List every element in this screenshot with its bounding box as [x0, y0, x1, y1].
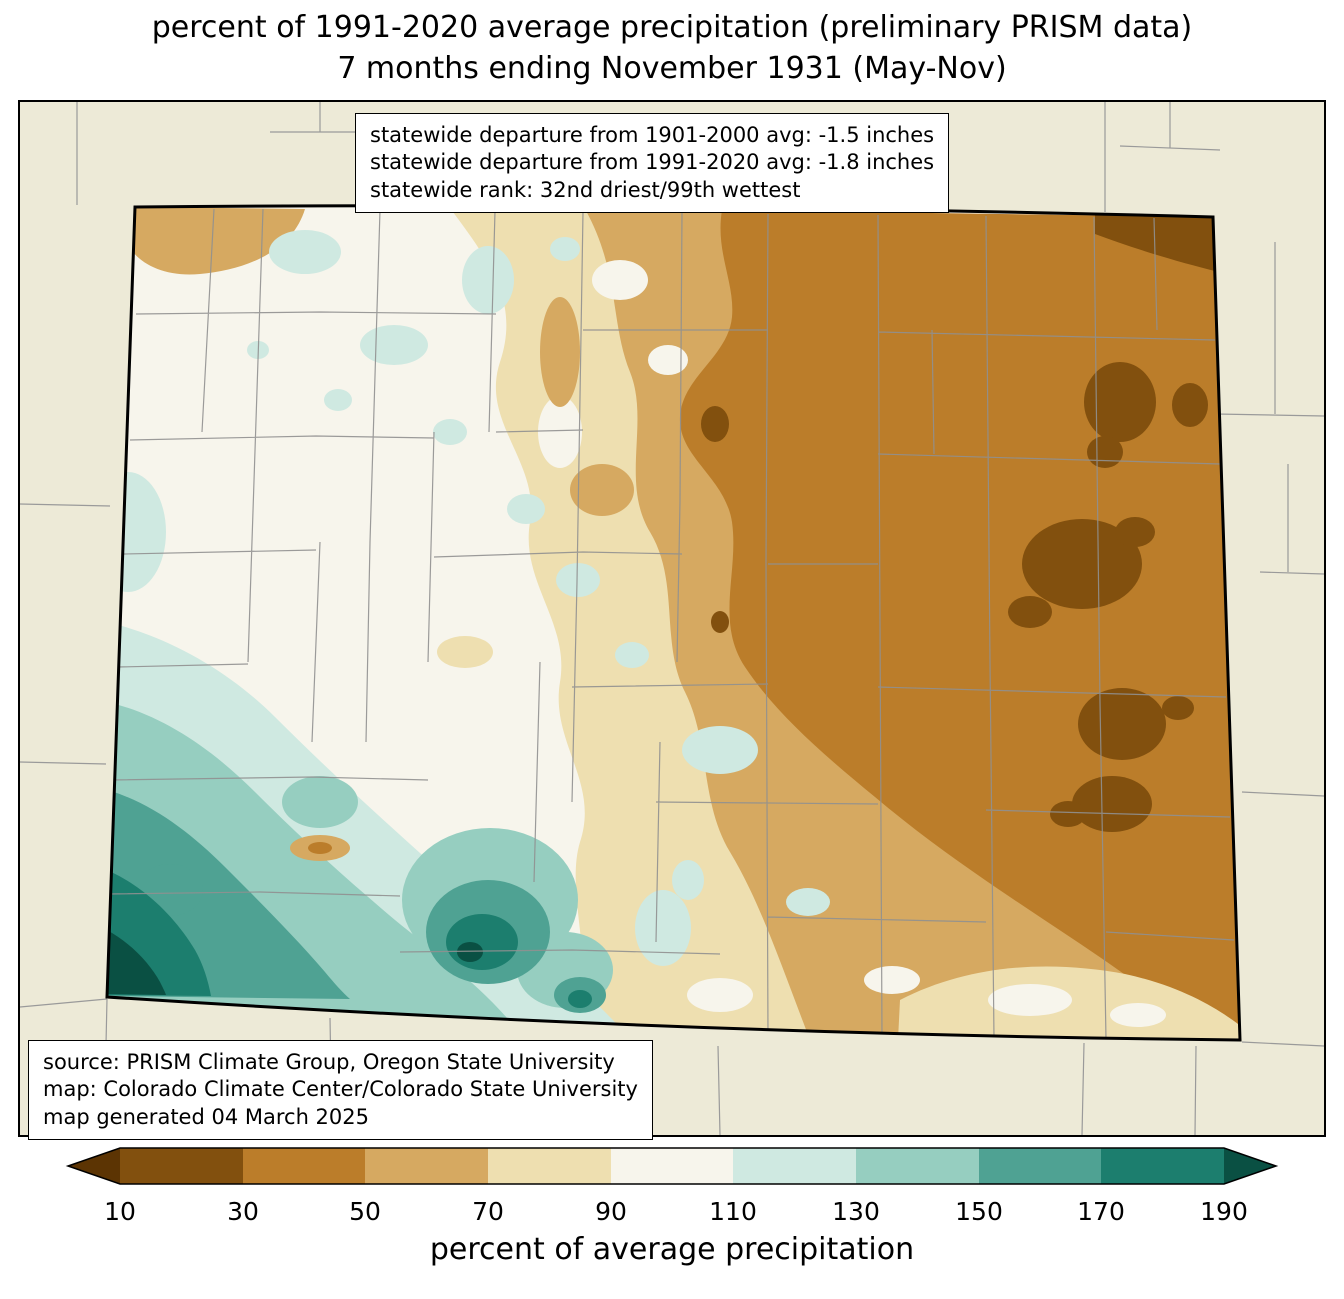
precip-spot	[1110, 1003, 1166, 1027]
precip-spot	[308, 842, 332, 854]
precip-spot	[540, 297, 580, 407]
precip-spot	[457, 942, 483, 962]
precip-spot	[556, 563, 600, 597]
precip-spot	[437, 636, 493, 668]
source-line-3: map generated 04 March 2025	[43, 1104, 370, 1129]
colorbar-seg-50-70	[365, 1148, 488, 1184]
precip-fill-layers	[107, 205, 1240, 1040]
colorbar-tick: 70	[472, 1197, 504, 1226]
precip-spot	[433, 419, 467, 445]
precip-spot	[538, 396, 582, 468]
precip-spot	[786, 888, 830, 916]
colorbar-seg-90-110	[611, 1148, 733, 1184]
colorbar-seg-130-150	[856, 1148, 979, 1184]
colorbar-seg-170-190	[1101, 1148, 1224, 1184]
precip-spot	[864, 966, 920, 994]
precip-spot	[570, 464, 634, 516]
colorbar-svg: 10 30 50 70 90 110 130 150 170 190	[65, 1147, 1279, 1226]
precip-spot	[988, 984, 1072, 1016]
dry-blobs-10-30	[701, 362, 1208, 832]
precip-spot	[462, 246, 514, 314]
precip-spot	[1084, 362, 1156, 442]
colorbar-seg-110-130	[733, 1148, 856, 1184]
precip-spot	[1087, 436, 1123, 468]
colorbar-tick: 10	[104, 1197, 136, 1226]
colorbar-tick: 130	[832, 1197, 880, 1226]
source-line-2: map: Colorado Climate Center/Colorado St…	[43, 1077, 638, 1102]
precip-spot	[1050, 801, 1086, 827]
precip-spot	[1115, 517, 1155, 547]
precip-spot	[687, 978, 753, 1012]
county-boundaries	[107, 208, 1235, 1040]
precip-spot	[446, 914, 518, 970]
colorbar-tick: 90	[595, 1197, 627, 1226]
colorbar-seg-30-50	[243, 1148, 365, 1184]
precip-spot	[615, 642, 649, 668]
precip-spot	[1162, 696, 1194, 720]
colorbar-outline	[65, 1147, 1279, 1185]
figure-title: percent of 1991-2020 average precipitati…	[0, 8, 1344, 89]
colorbar-tick: 50	[349, 1197, 381, 1226]
precip-spot	[672, 860, 704, 900]
stats-box: statewide departure from 1901-2000 avg: …	[355, 113, 950, 213]
precip-spot	[324, 389, 352, 411]
colorbar-tick: 110	[709, 1197, 757, 1226]
precip-spot	[635, 890, 691, 966]
precip-spot	[701, 406, 729, 442]
precip-spot	[592, 260, 648, 300]
colorbar-seg-150-170	[979, 1148, 1101, 1184]
colorbar-tick: 170	[1077, 1197, 1125, 1226]
precip-spot	[507, 494, 545, 524]
colorbar-seg-70-90	[488, 1148, 611, 1184]
precip-spot	[269, 230, 341, 274]
colorbar: 10 30 50 70 90 110 130 150 170 190	[0, 1138, 1344, 1234]
wet-blobs-gt190	[107, 930, 483, 995]
colorbar-tick: 190	[1200, 1197, 1248, 1226]
white-patches-90-110	[538, 260, 1166, 1027]
precip-spot	[1022, 519, 1142, 609]
sw-dry-spot	[290, 835, 350, 861]
title-line1: percent of 1991-2020 average precipitati…	[151, 10, 1193, 45]
precip-spot	[568, 990, 592, 1008]
precip-spot	[360, 325, 428, 365]
map-frame: statewide departure from 1901-2000 avg: …	[18, 100, 1326, 1140]
stats-line-2: statewide departure from 1991-2020 avg: …	[370, 150, 935, 175]
stats-line-3: statewide rank: 32nd driest/99th wettest	[370, 177, 801, 202]
precip-spot	[682, 726, 758, 774]
title-line2: 7 months ending November 1931 (May-Nov)	[337, 50, 1007, 86]
precip-spot	[1008, 596, 1052, 628]
precip-spot	[550, 237, 580, 261]
precip-spot	[711, 611, 729, 633]
source-box: source: PRISM Climate Group, Oregon Stat…	[28, 1040, 653, 1140]
colorbar-label: percent of average precipitation	[429, 1232, 915, 1267]
precip-map	[20, 102, 1324, 1135]
region-ne-corner-10-30	[1095, 212, 1219, 272]
colorbar-arrow-left	[68, 1148, 120, 1184]
precip-spot	[1072, 776, 1152, 832]
region-swcorner-gt190	[107, 930, 166, 995]
precip-spot	[1172, 383, 1208, 427]
precip-spot	[648, 345, 688, 375]
colorbar-tick: 30	[227, 1197, 259, 1226]
precip-spot	[1078, 688, 1166, 760]
source-line-1: source: PRISM Climate Group, Oregon Stat…	[43, 1050, 615, 1074]
colorbar-tick: 150	[955, 1197, 1003, 1226]
colorbar-arrow-right	[1224, 1148, 1276, 1184]
stats-line-1: statewide departure from 1901-2000 avg: …	[370, 123, 935, 147]
colorbar-seg-10-30	[120, 1148, 243, 1184]
precip-spot	[282, 776, 358, 828]
